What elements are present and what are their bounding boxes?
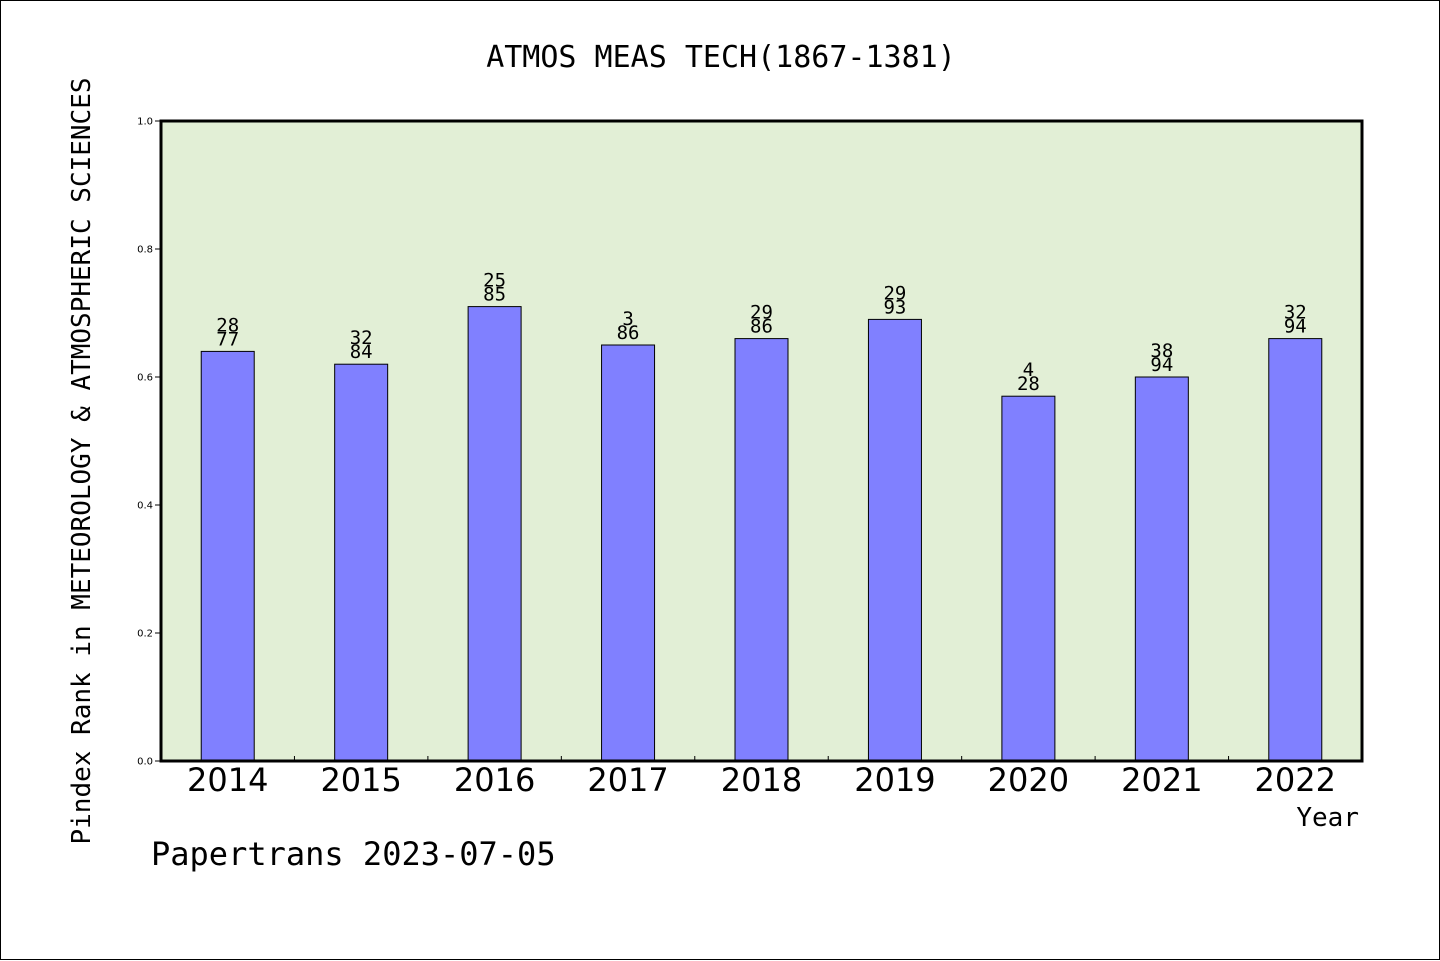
bar-2019	[867, 318, 922, 762]
bar-label-rank: 3	[622, 308, 633, 330]
y-tick-label: 1.0	[137, 117, 153, 128]
bar-label-total: 85	[483, 284, 506, 306]
bar-label-total: 94	[1284, 316, 1307, 338]
bar-2014	[200, 350, 255, 762]
bar-label-rank: 4	[1023, 359, 1034, 381]
bar-label-rank: 29	[883, 282, 906, 304]
x-axis: 2014 2015 2016 2017 2018 2019 2020 2021 2022	[187, 756, 1336, 799]
x-tick-label: 2018	[721, 761, 802, 799]
bar-2021	[1134, 376, 1189, 762]
x-tick-label: 2021	[1121, 761, 1202, 799]
bar-label-total: 86	[750, 316, 773, 338]
x-axis-label: Year	[1296, 803, 1359, 833]
bar-label-rank: 25	[483, 270, 506, 292]
bar-label-total: 28	[1017, 373, 1040, 395]
y-tick-label: 0.2	[137, 629, 153, 640]
bar-label-rank: 38	[1150, 340, 1173, 362]
x-tick-label: 2022	[1255, 761, 1336, 799]
bar-2020	[1001, 395, 1056, 762]
bar-label-total: 86	[617, 322, 640, 344]
x-tick-label: 2020	[988, 761, 1069, 799]
bar-label-rank: 32	[350, 327, 373, 349]
x-tick-label: 2019	[854, 761, 935, 799]
x-tick-label: 2014	[187, 761, 268, 799]
y-tick-label: 0.0	[137, 757, 153, 768]
bar-label-total: 84	[350, 341, 373, 363]
plot-border	[159, 119, 1364, 763]
bar-label-total: 77	[216, 328, 239, 350]
y-tick-label: 0.4	[137, 501, 153, 512]
bar-2017	[601, 344, 656, 762]
y-tick-label: 0.8	[137, 245, 153, 256]
bar-label-rank: 28	[216, 314, 239, 336]
y-tick-label: 0.6	[137, 373, 153, 384]
chart-title: ATMOS MEAS TECH(1867-1381)	[486, 40, 956, 75]
bar-2022	[1268, 338, 1323, 762]
bar-label-rank: 32	[1284, 302, 1307, 324]
bars-group	[200, 306, 1323, 762]
bar-2016	[467, 306, 522, 762]
bar-label-rank: 29	[750, 302, 773, 324]
bar-2018	[734, 338, 789, 762]
y-axis-label: Pindex Rank in METEOROLOGY & ATMOSPHERIC…	[67, 77, 97, 844]
bar-label-total: 93	[883, 296, 906, 318]
x-tick-label: 2017	[587, 761, 668, 799]
x-tick-label: 2016	[454, 761, 535, 799]
footer-credit: Papertrans 2023-07-05	[151, 835, 556, 873]
bar-2015	[334, 363, 389, 762]
y-axis: 0.0 0.2 0.4 0.6 0.8 1.0	[137, 117, 161, 768]
x-tick-label: 2015	[320, 761, 401, 799]
bar-label-total: 94	[1150, 354, 1173, 376]
